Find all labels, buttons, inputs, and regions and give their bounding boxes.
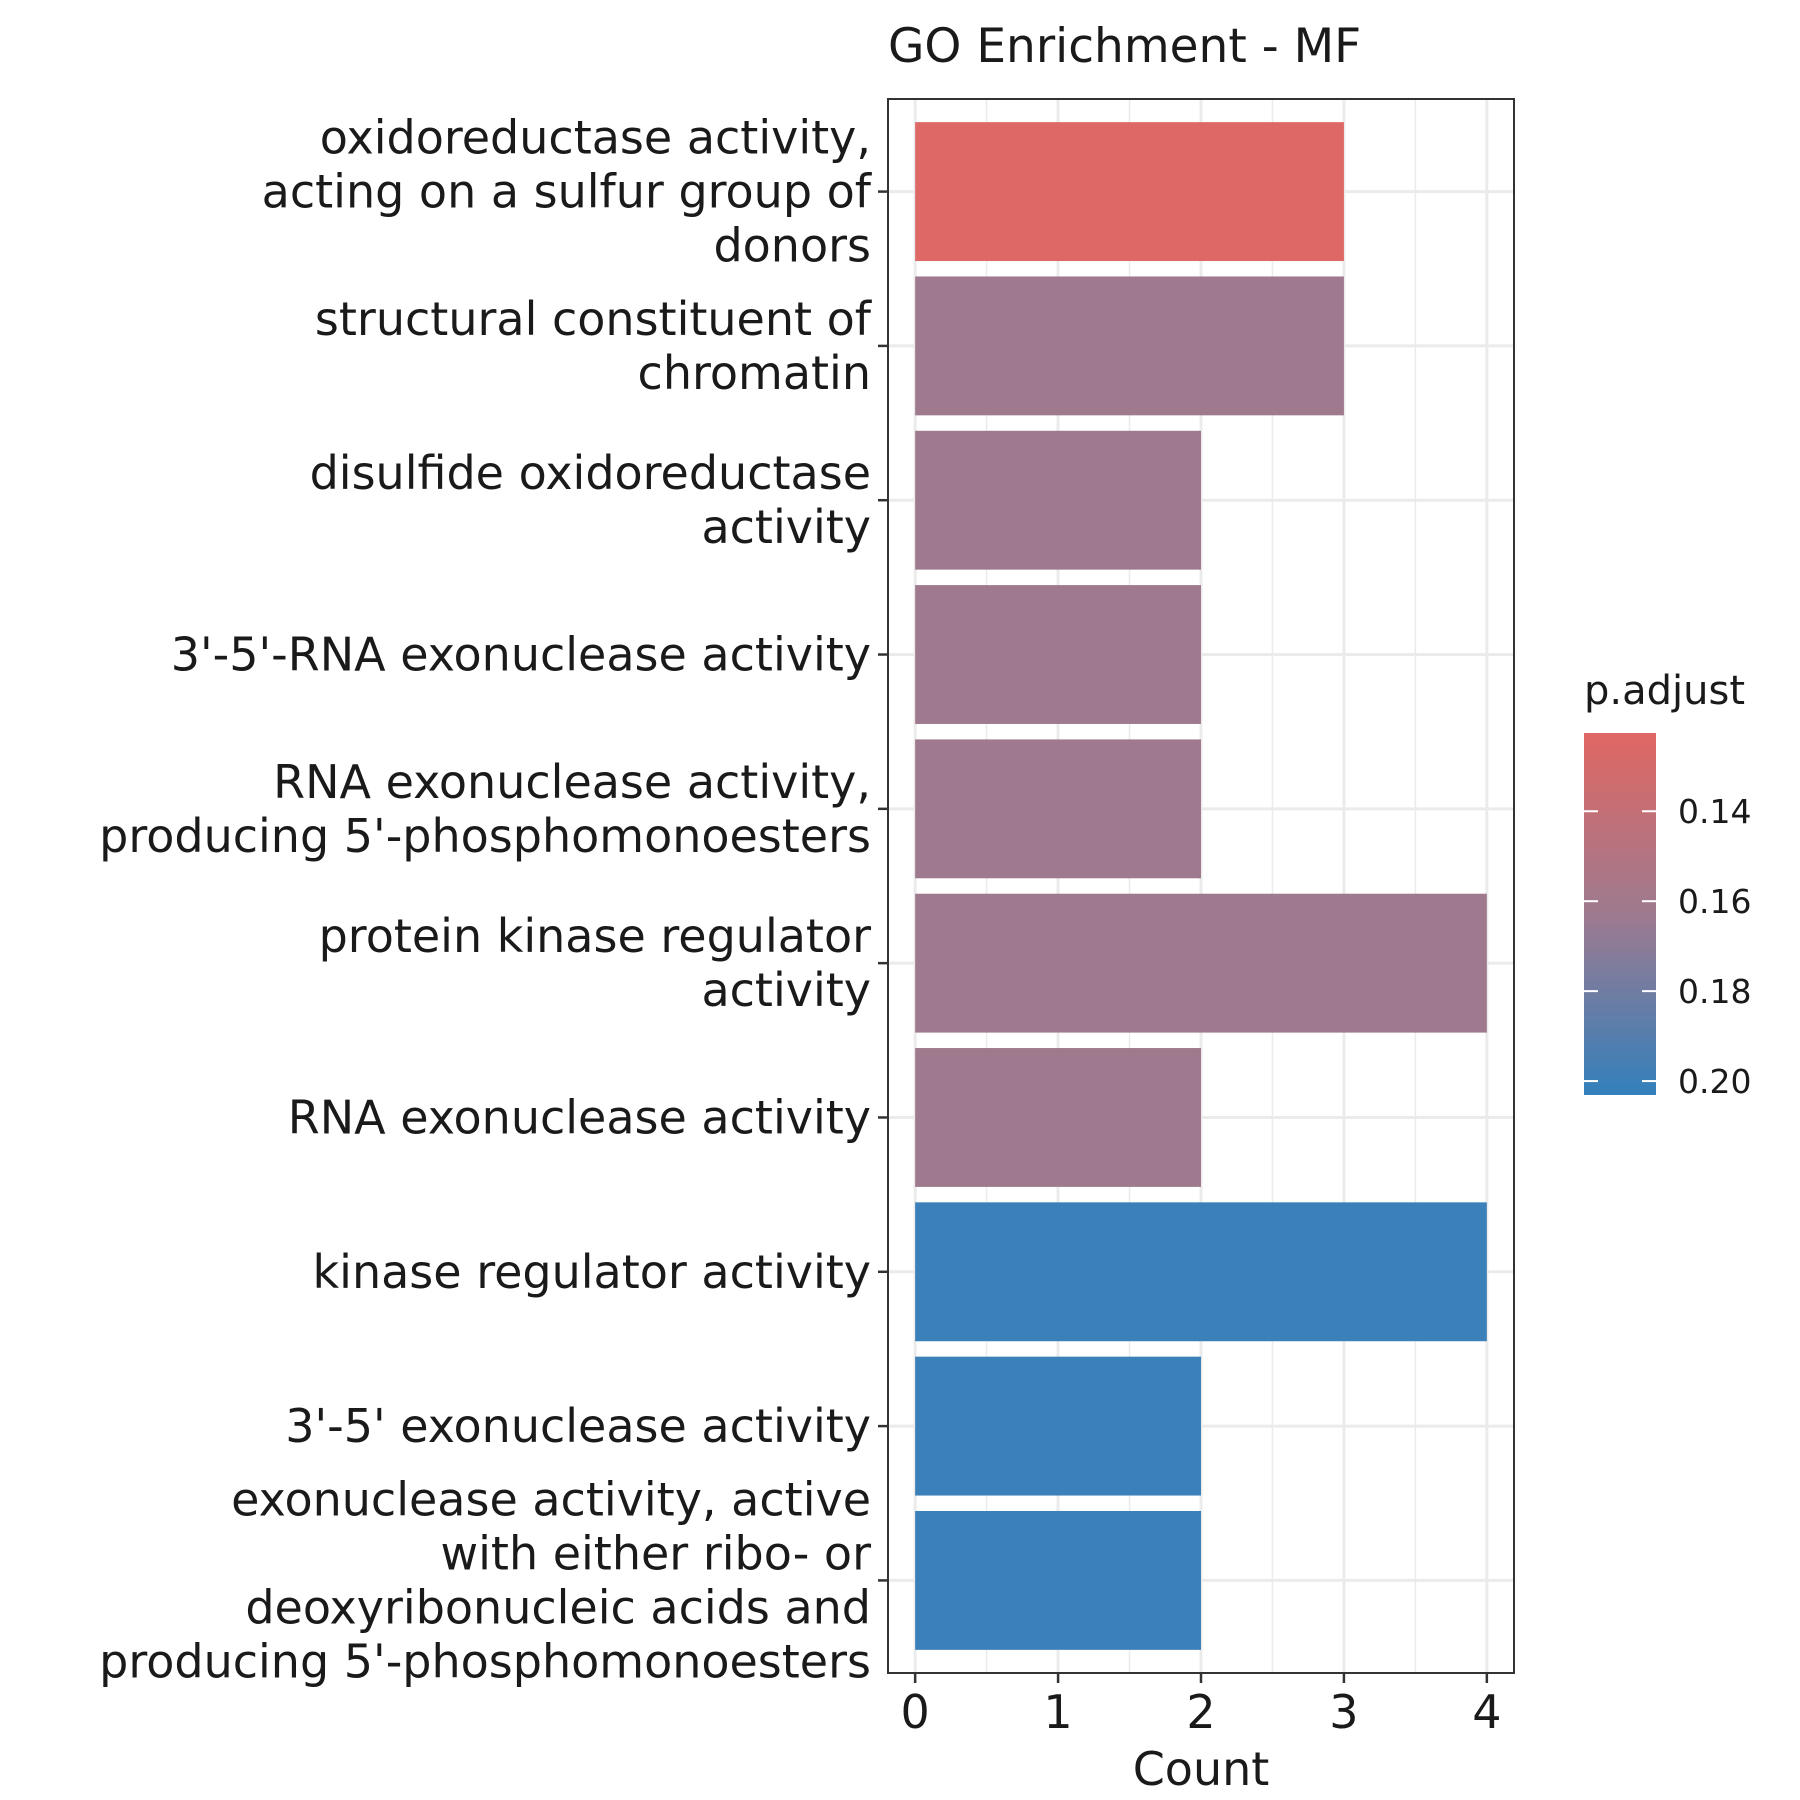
legend: p.adjust 0.14 0.16 0.18 0.20 [1584,668,1751,1101]
y-tick-label: exonuclease activity, active with either … [99,1472,871,1688]
x-tick-label: 1 [1043,1685,1072,1739]
y-tick-label: kinase regulator activity [313,1245,871,1299]
y-tick-label: structural constituent of chromatin [315,292,873,400]
legend-colorbar [1584,733,1656,1095]
y-axis: oxidoreductase activity, acting on a sulf… [99,111,888,1688]
x-tick-label: 2 [1186,1685,1215,1739]
x-axis-label: Count [1133,1742,1270,1796]
bar [915,739,1201,879]
bar [915,430,1201,570]
x-tick-label: 0 [901,1685,930,1739]
bar [915,893,1487,1033]
y-tick-label: RNA exonuclease activity, producing 5'-ph… [99,755,871,863]
legend-tick-label: 0.20 [1678,1062,1751,1101]
y-tick-label: RNA exonuclease activity [288,1090,871,1144]
legend-tick-label: 0.16 [1678,882,1751,921]
bar [915,1048,1201,1187]
legend-title: p.adjust [1584,668,1745,714]
y-tick-label: 3'-5' exonuclease activity [285,1399,871,1453]
bars [915,122,1487,1650]
x-tick-label: 4 [1472,1685,1501,1739]
legend-tick-label: 0.18 [1678,972,1751,1011]
y-tick-label: protein kinase regulator activity [319,909,871,1017]
bar [915,1510,1201,1650]
y-tick-label: 3'-5'-RNA exonuclease activity [171,628,871,682]
legend-tick-label: 0.14 [1678,792,1751,831]
bar [915,122,1344,262]
x-tick-label: 3 [1329,1685,1358,1739]
y-tick-label: disulfide oxidoreductase activity [310,446,871,554]
bar [915,585,1201,724]
bar [915,276,1344,416]
y-tick-label: oxidoreductase activity, acting on a sulf… [262,111,873,273]
bar [915,1202,1487,1342]
x-axis: 0 1 2 3 4 [901,1673,1501,1739]
bar [915,1356,1201,1496]
chart-title: GO Enrichment - MF [888,19,1361,74]
